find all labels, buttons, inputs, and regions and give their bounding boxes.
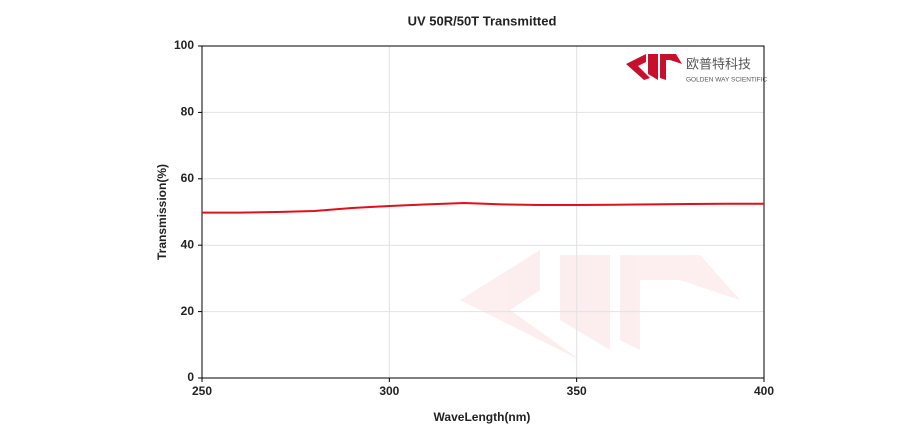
y-tick-label: 20 (181, 304, 195, 318)
x-tick-label: 250 (192, 384, 212, 398)
watermark (460, 250, 740, 360)
logo-tagline: GOLDEN WAY SCIENTIFIC (686, 77, 767, 84)
logo-mark (660, 54, 682, 80)
y-tick-label: 40 (181, 237, 195, 251)
y-tick-label: 100 (174, 38, 194, 52)
logo: 欧普特科技 GOLDEN WAY SCIENTIFIC (626, 54, 767, 84)
x-axis-label: WaveLength(nm) (434, 410, 531, 424)
chart-title: UV 50R/50T Transmitted (408, 13, 557, 28)
logo-mark (648, 54, 658, 80)
y-axis-label: Transmission(%) (155, 164, 169, 260)
data-line (202, 202, 764, 214)
y-tick-label: 80 (181, 105, 195, 119)
x-tick-label: 350 (567, 384, 587, 398)
logo-name: 欧普特科技 (686, 56, 751, 71)
x-tick-label: 300 (379, 384, 399, 398)
y-tick-label: 0 (187, 370, 194, 384)
x-tick-label: 400 (754, 384, 774, 398)
logo-mark (626, 54, 650, 80)
y-tick-label: 60 (181, 171, 195, 185)
